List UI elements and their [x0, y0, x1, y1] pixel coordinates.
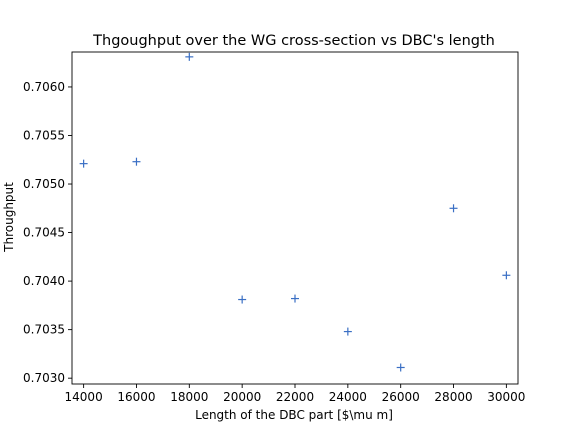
- x-tick-label: 22000: [276, 390, 314, 404]
- axes-frame: [71, 51, 519, 385]
- x-axis-label: Length of the DBC part [$\mu m]: [195, 408, 393, 422]
- x-tick-label: 24000: [329, 390, 367, 404]
- plot-area: 14000 16000 18000 20000 22000 24000 26000 28000…: [23, 51, 525, 404]
- data-point: [449, 204, 458, 213]
- data-point: [502, 271, 511, 280]
- data-point: [238, 295, 247, 304]
- x-tick-label: 20000: [223, 390, 261, 404]
- y-tick-label: 0.7030: [23, 371, 65, 385]
- y-tick-label: 0.7050: [23, 177, 65, 191]
- y-tick-label: 0.7040: [23, 274, 65, 288]
- data-point: [185, 52, 194, 61]
- x-tick-label: 18000: [170, 390, 208, 404]
- data-point: [79, 159, 88, 168]
- x-tick-label: 26000: [382, 390, 420, 404]
- y-tick-label: 0.7035: [23, 323, 65, 337]
- x-tick-label: 16000: [117, 390, 155, 404]
- y-tick-label: 0.7045: [23, 226, 65, 240]
- x-tick-label: 14000: [65, 390, 103, 404]
- y-tick-label: 0.7060: [23, 80, 65, 94]
- x-tick-label: 28000: [434, 390, 472, 404]
- chart-title: Thgoughput over the WG cross-section vs …: [92, 33, 495, 49]
- x-tick-label: 30000: [487, 390, 525, 404]
- data-point: [132, 157, 141, 166]
- data-point: [343, 327, 352, 336]
- y-tick-label: 0.7055: [23, 128, 65, 142]
- y-axis-label: Throughput: [2, 182, 16, 253]
- data-point: [396, 363, 405, 372]
- data-point: [291, 294, 299, 303]
